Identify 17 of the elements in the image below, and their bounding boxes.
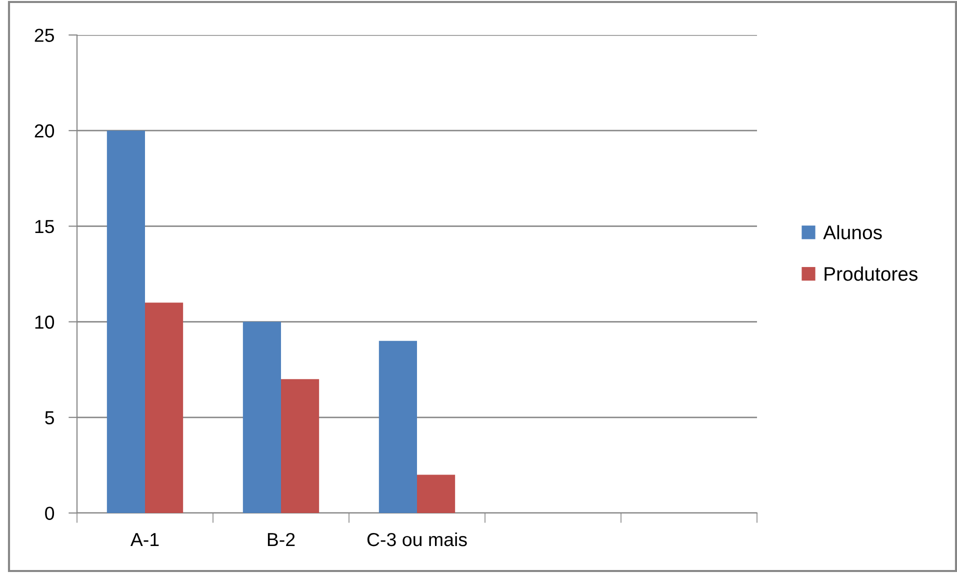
y-tick-label: 20: [34, 124, 54, 138]
bar: [281, 379, 320, 513]
legend-label: Produtores: [824, 266, 918, 281]
y-tick-label: 10: [35, 316, 54, 329]
y-tick-label: 15: [35, 220, 54, 234]
bar: [417, 474, 456, 513]
x-tick-label: B-2: [268, 532, 295, 546]
bar: [145, 302, 184, 513]
legend-label: Alunos: [823, 225, 882, 240]
bar: [378, 340, 417, 513]
y-tick-label: 25: [34, 28, 54, 42]
bar: [106, 130, 145, 513]
y-tick-label: 0: [45, 506, 54, 520]
x-tick-label: A-1: [130, 533, 159, 546]
bar: [242, 322, 281, 513]
y-tick-label: 5: [45, 411, 54, 424]
x-tick-label: C-3 ou mais: [367, 532, 467, 546]
